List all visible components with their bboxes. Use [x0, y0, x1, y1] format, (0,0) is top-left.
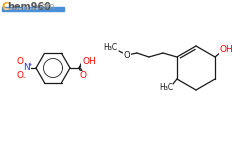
- Text: hem960: hem960: [8, 2, 51, 12]
- Text: O: O: [80, 72, 86, 81]
- Text: www.chem960.com: www.chem960.com: [4, 7, 39, 11]
- Text: .com: .com: [34, 2, 54, 11]
- Text: N: N: [24, 63, 30, 72]
- Text: O: O: [124, 51, 130, 60]
- Text: OH: OH: [219, 45, 233, 54]
- Text: C: C: [2, 2, 10, 12]
- Text: OH: OH: [82, 57, 96, 66]
- Bar: [2, 7, 64, 11]
- Text: O: O: [16, 70, 23, 80]
- Text: +: +: [27, 62, 32, 67]
- Text: -: -: [22, 74, 25, 80]
- Text: H₃C: H₃C: [159, 84, 173, 93]
- Text: O: O: [16, 57, 23, 66]
- Text: H₃C: H₃C: [103, 44, 117, 52]
